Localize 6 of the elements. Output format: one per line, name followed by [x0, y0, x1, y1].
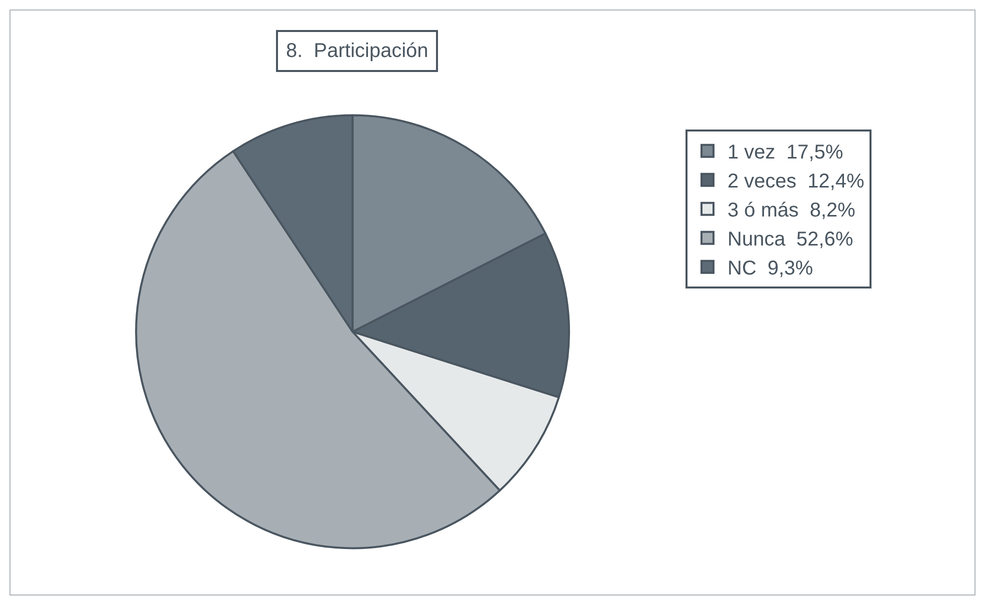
legend-label: NC 9,3%	[728, 258, 814, 280]
legend-label: 1 vez 17,5%	[728, 142, 844, 164]
chart-title: 8. Participación	[286, 40, 428, 62]
legend-label: 2 veces 12,4%	[728, 170, 864, 193]
legend-label: 3 ó más 8,2%	[728, 200, 856, 222]
legend-label: Nunca 52,6%	[728, 228, 854, 251]
